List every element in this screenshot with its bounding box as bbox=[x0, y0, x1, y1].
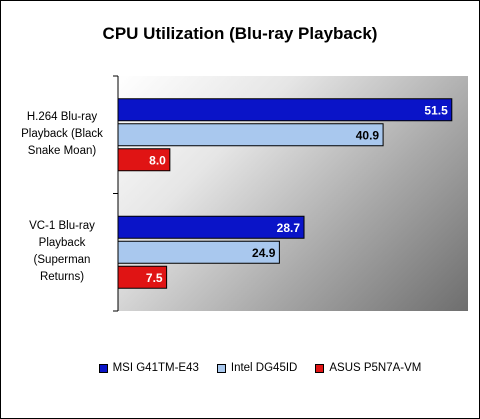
category-label: H.264 Blu-ray Playback (Black Snake Moan… bbox=[21, 111, 103, 158]
legend-item: MSI G41TM-E43 bbox=[98, 362, 199, 374]
bar bbox=[117, 123, 384, 147]
legend: MSI G41TM-E43 Intel DG45ID ASUS P5N7A-VM bbox=[60, 362, 460, 374]
legend-item: Intel DG45ID bbox=[216, 362, 298, 374]
legend-swatch bbox=[216, 363, 226, 373]
legend-item: ASUS P5N7A-VM bbox=[315, 362, 421, 374]
chart-title: CPU Utilization (Blu-ray Playback) bbox=[102, 24, 378, 43]
bar bbox=[117, 148, 171, 172]
bar-value-label: 28.7 bbox=[277, 221, 301, 235]
bar bbox=[117, 240, 280, 264]
legend-label: ASUS P5N7A-VM bbox=[329, 362, 422, 374]
legend-swatch bbox=[315, 363, 325, 373]
bar bbox=[117, 215, 305, 239]
legend-label: MSI G41TM-E43 bbox=[112, 362, 199, 374]
category-label: VC-1 Blu-ray Playback (Superman Returns) bbox=[29, 220, 95, 284]
legend-swatch bbox=[98, 363, 108, 373]
bar-value-label: 24.9 bbox=[252, 246, 276, 260]
bar-value-label: 8.0 bbox=[149, 153, 166, 167]
legend-label: Intel DG45ID bbox=[230, 362, 298, 374]
bar-value-label: 7.5 bbox=[146, 271, 163, 285]
bar bbox=[117, 98, 453, 122]
bar bbox=[117, 265, 168, 289]
bar-value-label: 51.5 bbox=[424, 103, 448, 117]
bar-value-label: 40.9 bbox=[356, 128, 380, 142]
